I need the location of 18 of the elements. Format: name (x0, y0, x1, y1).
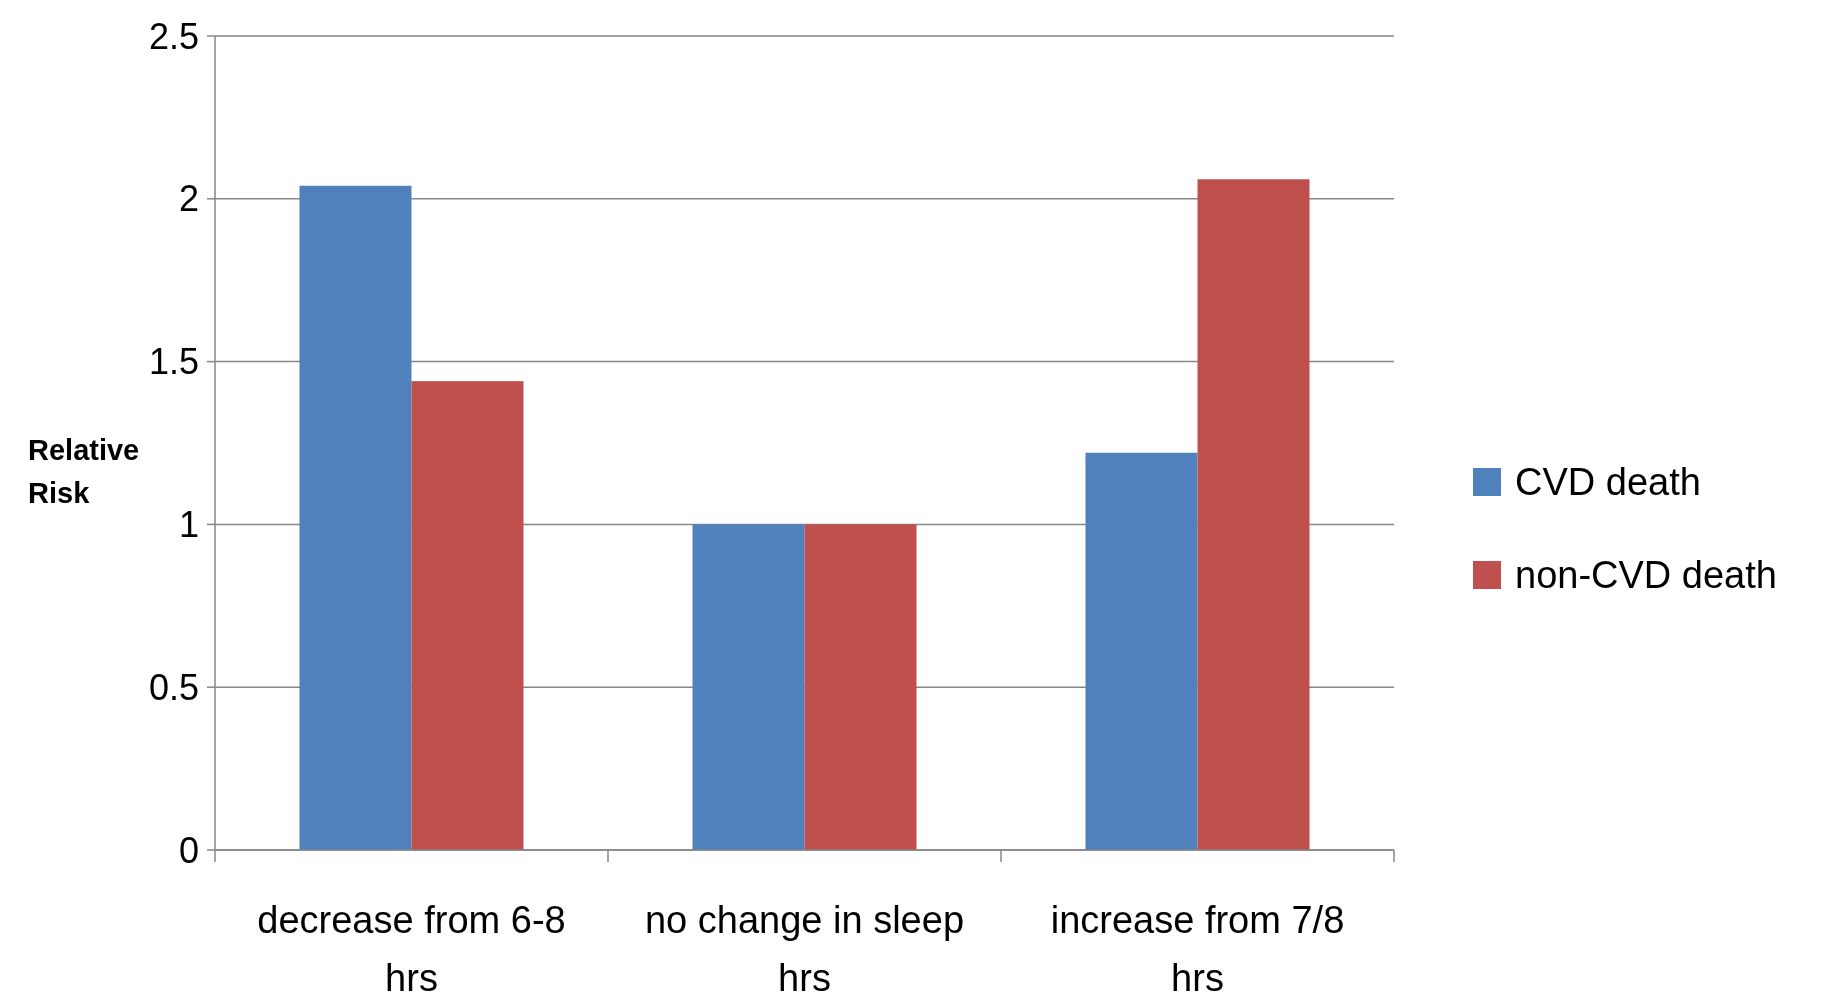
y-tick-label: 2.5 (148, 15, 199, 57)
x-tick-label: decrease from 6-8 hrs (257, 899, 566, 999)
y-tick-label: 0 (178, 829, 199, 871)
bar (1197, 179, 1310, 850)
y-tick-label: 0.5 (148, 666, 199, 708)
bar (692, 524, 805, 850)
x-tick-label: increase from 7/8 hrs (1050, 899, 1345, 999)
y-tick-label: 1 (178, 504, 199, 545)
legend-label: non-CVD death (1515, 554, 1777, 597)
bar (804, 524, 917, 850)
legend-label: CVD death (1515, 461, 1701, 504)
bar (1085, 452, 1198, 850)
bar (411, 381, 524, 850)
x-tick-label: no change in sleep hrs (644, 899, 965, 999)
y-tick-label: 1.5 (148, 341, 199, 383)
y-axis-title: Relative Risk (28, 434, 140, 509)
bar (299, 185, 412, 850)
y-tick-label: 2 (178, 178, 199, 220)
